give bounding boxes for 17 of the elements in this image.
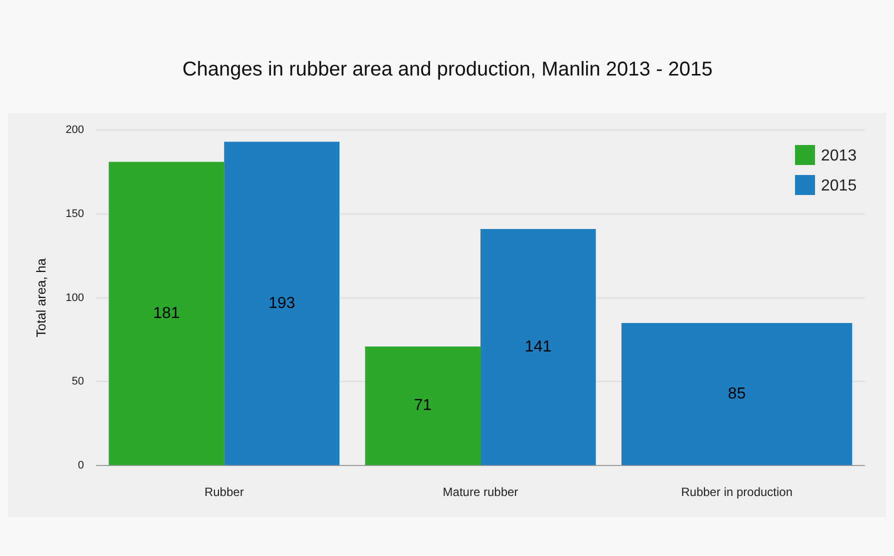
y-tick-label: 150 bbox=[66, 208, 84, 220]
data-label: 141 bbox=[524, 338, 552, 356]
data-label: 193 bbox=[268, 294, 296, 312]
data-label: 71 bbox=[414, 397, 432, 414]
y-axis-title: Total area, ha bbox=[33, 258, 48, 338]
y-tick-label: 50 bbox=[72, 376, 84, 388]
data-label: 181 bbox=[153, 304, 180, 322]
y-tick-label: 100 bbox=[66, 292, 84, 304]
x-tick-label: Rubber in production bbox=[681, 485, 793, 500]
y-tick-label: 0 bbox=[78, 460, 84, 472]
legend-label: 2015 bbox=[821, 177, 857, 194]
data-label: 85 bbox=[728, 385, 746, 402]
chart-title: Changes in rubber area and production, Manlin 2013 - 2015 bbox=[182, 58, 713, 81]
x-tick-label: Mature rubber bbox=[442, 485, 518, 500]
legend-label: 2013 bbox=[821, 147, 857, 164]
y-tick-label: 200 bbox=[66, 124, 84, 136]
x-tick-label: Rubber bbox=[204, 485, 244, 500]
